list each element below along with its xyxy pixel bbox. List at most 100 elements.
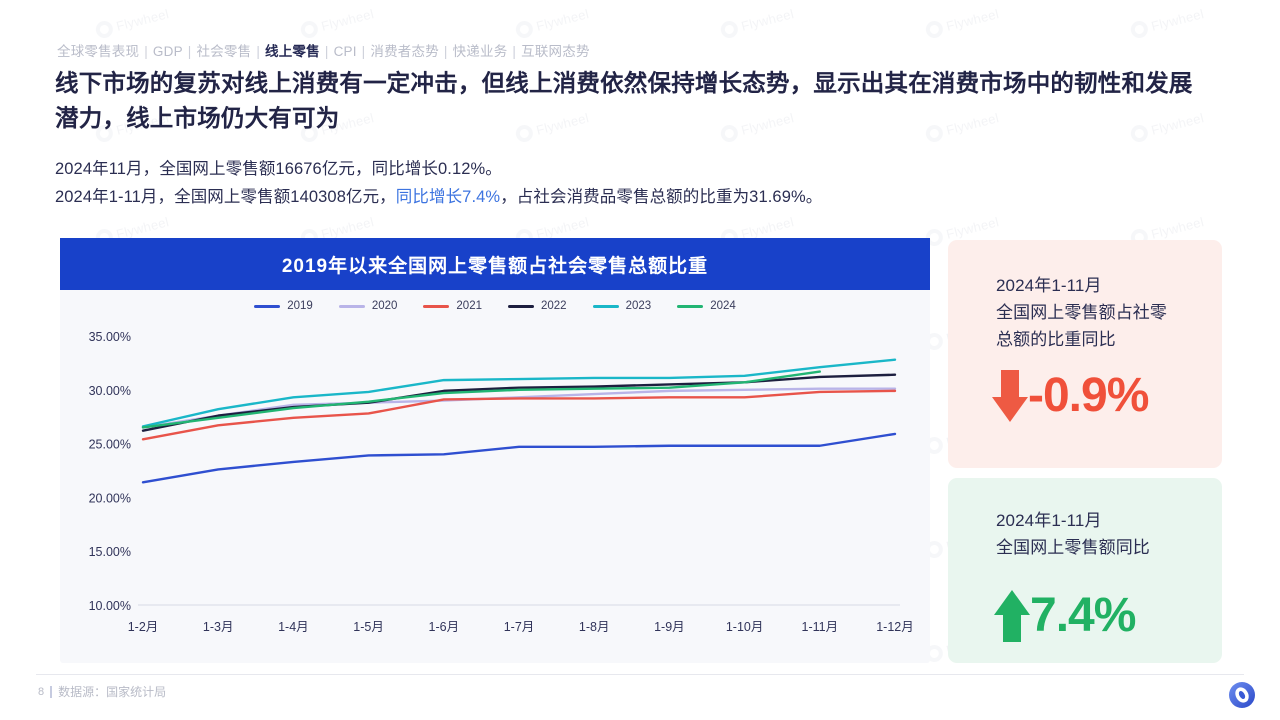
legend-swatch-icon: [254, 304, 281, 308]
legend-item-2024[interactable]: 2024: [677, 300, 736, 312]
stat-caption-line-0: 2024年1-11月: [996, 276, 1102, 295]
nav-separator: |: [144, 44, 148, 59]
x-axis-tick-label: 1-6月: [429, 620, 460, 634]
watermark: Flywheel: [94, 5, 171, 40]
summary-line-2-part-a: 2024年1-11月，全国网上零售额140308亿元，: [55, 188, 396, 206]
watermark-label: Flywheel: [114, 6, 171, 34]
chart-line-2023: [141, 358, 897, 428]
footer-divider: [36, 674, 1244, 675]
summary-line-2-part-b: ，占社会消费品零售总额的比重为31.69%。: [500, 188, 823, 206]
stat-card-online-retail-yoy: 2024年1-11月全国网上零售额同比 7.4%: [948, 478, 1222, 663]
nav-item-1[interactable]: GDP: [152, 44, 183, 59]
legend-label: 2020: [371, 300, 398, 312]
nav-separator: |: [324, 44, 329, 59]
legend-item-2020[interactable]: 2020: [338, 300, 398, 312]
legend-swatch-icon: [338, 304, 365, 308]
flywheel-logo-icon: [514, 19, 535, 40]
watermark-label: Flywheel: [944, 214, 1001, 242]
summary-line-2: 2024年1-11月，全国网上零售额140308亿元，同比增长7.4%，占社会消…: [55, 183, 822, 211]
watermark: Flywheel: [514, 5, 591, 40]
footer-separator: [50, 685, 53, 698]
brand-logo-icon: [1226, 679, 1258, 711]
nav-separator: |: [361, 44, 366, 59]
line-chart-svg: 35.00% 30.00% 25.00% 20.00% 15.00% 10.00% 1-2月…: [89, 330, 914, 634]
flywheel-logo-icon: [719, 19, 740, 40]
chart-card: 2019年以来全国网上零售额占社会零售总额比重 2019 2020 2021 2022…: [60, 238, 930, 663]
nav-item-0[interactable]: 全球零售表现: [57, 44, 140, 59]
legend-item-2023[interactable]: 2023: [592, 300, 652, 312]
x-axis-tick-label: 1-11月: [802, 620, 839, 634]
y-axis-tick-label: 35.00%: [89, 330, 131, 344]
legend-label: 2024: [710, 300, 736, 312]
nav-separator: |: [443, 44, 448, 59]
x-axis-tick-label: 1-12月: [876, 620, 914, 634]
chart-legend[interactable]: 2019 2020 2021 2022 2023 2024: [60, 300, 930, 312]
stat-card-online-retail-yoy-value-row: 7.4%: [994, 589, 1136, 642]
legend-item-2021[interactable]: 2021: [423, 300, 482, 312]
stat-card-online-retail-yoy-caption: 2024年1-11月全国网上零售额同比: [996, 507, 1150, 561]
stat-caption-line-2: 总额的比重同比: [996, 330, 1116, 349]
legend-label: 2021: [456, 300, 482, 312]
footer: 8 数据源：国家统计局: [38, 683, 166, 700]
chart-line-2021: [141, 389, 897, 441]
watermark-label: Flywheel: [1149, 214, 1206, 242]
stat-card-online-retail-yoy-value: 7.4%: [1030, 589, 1136, 642]
stat-caption-line-1: 全国网上零售额同比: [996, 538, 1150, 557]
chart-line-2022: [141, 373, 897, 432]
flywheel-logo-icon: [299, 19, 320, 40]
y-axis-tick-label: 10.00%: [89, 599, 131, 613]
nav-separator: |: [187, 44, 192, 59]
arrow-up-icon: [994, 590, 1030, 642]
watermark-label: Flywheel: [944, 6, 1001, 34]
nav-item-3[interactable]: 线上零售: [265, 44, 320, 59]
chart-header: 2019年以来全国网上零售额占社会零售总额比重: [60, 238, 930, 290]
data-source-label: 数据源：国家统计局: [58, 685, 167, 699]
watermark-label: Flywheel: [739, 6, 796, 34]
stat-card-share-yoy-value-row: -0.9%: [992, 370, 1149, 422]
nav-item-7[interactable]: 互联网态势: [521, 44, 590, 59]
legend-swatch-icon: [423, 304, 450, 308]
stat-caption-line-0: 2024年1-11月: [996, 511, 1102, 530]
y-axis-tick-label: 30.00%: [89, 384, 131, 398]
chart-line-2019: [141, 432, 897, 484]
x-axis-tick-label: 1-10月: [726, 620, 764, 634]
x-axis-tick-label: 1-9月: [654, 620, 685, 634]
stat-card-share-yoy-caption: 2024年1-11月全国网上零售额占社零 总额的比重同比: [996, 272, 1167, 353]
x-axis-tick-label: 1-2月: [128, 620, 159, 634]
legend-swatch-icon: [508, 304, 534, 308]
x-axis-tick-label: 1-4月: [278, 620, 309, 634]
flywheel-logo-icon: [1129, 19, 1150, 40]
watermark: Flywheel: [1129, 5, 1206, 40]
nav-item-6[interactable]: 快递业务: [452, 44, 508, 59]
stat-card-share-yoy: 2024年1-11月全国网上零售额占社零 总额的比重同比 -0.9%: [948, 240, 1222, 468]
stat-caption-line-1: 全国网上零售额占社零: [996, 303, 1167, 322]
y-axis-tick-label: 15.00%: [89, 545, 131, 559]
nav-item-4[interactable]: CPI: [333, 44, 357, 59]
watermark: Flywheel: [719, 5, 796, 40]
watermark: Flywheel: [299, 5, 376, 40]
page-number: 8: [38, 685, 45, 698]
legend-item-2022[interactable]: 2022: [508, 300, 567, 312]
x-axis-tick-label: 1-3月: [203, 620, 234, 634]
x-axis-tick-label: 1-7月: [504, 620, 535, 634]
legend-label: 2019: [287, 300, 313, 312]
x-axis-tick-label: 1-8月: [579, 620, 610, 634]
y-axis-tick-label: 25.00%: [89, 438, 131, 452]
chart-line-2024: [141, 370, 821, 429]
legend-label: 2023: [625, 300, 652, 312]
nav-item-2[interactable]: 社会零售: [196, 44, 252, 59]
nav-separator: |: [512, 44, 517, 59]
flywheel-logo-icon: [924, 19, 945, 40]
legend-swatch-icon: [677, 304, 704, 308]
x-axis-tick-label: 1-5月: [353, 620, 384, 634]
legend-item-2019[interactable]: 2019: [254, 300, 313, 312]
y-axis-tick-label: 20.00%: [89, 491, 131, 505]
nav-item-5[interactable]: 消费者态势: [370, 44, 439, 59]
chart-plot-area: 35.00% 30.00% 25.00% 20.00% 15.00% 10.00% 1-2月…: [60, 328, 930, 663]
legend-label: 2022: [541, 300, 567, 312]
watermark: Flywheel: [924, 5, 1001, 40]
section-nav[interactable]: 全球零售表现 | GDP | 社会零售 | 线上零售 | CPI | 消费者态势 | 快递业务 | 互联网态…: [57, 40, 590, 60]
chart-title: 2019年以来全国网上零售额占社会零售总额比重: [281, 255, 709, 277]
summary-line-2-highlight: 同比增长7.4%: [395, 188, 501, 206]
